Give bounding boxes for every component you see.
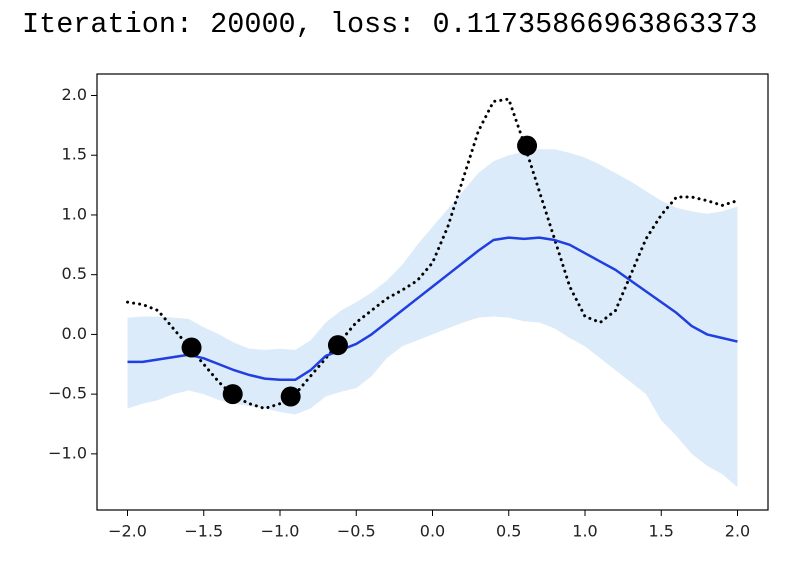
y-tick-label: 1.0 <box>62 204 87 223</box>
x-tick-label: 1.0 <box>572 522 597 541</box>
y-tick-label: 0.0 <box>62 324 87 343</box>
y-tick-label: 0.5 <box>62 264 87 283</box>
y-tick-label: −1.0 <box>48 443 87 462</box>
x-tick-label: −0.5 <box>337 522 376 541</box>
x-tick-label: 1.5 <box>649 522 674 541</box>
x-tick-label: 0.0 <box>420 522 445 541</box>
context-point <box>181 337 202 358</box>
context-point <box>327 335 348 356</box>
x-tick-label: −1.5 <box>184 522 223 541</box>
context-point <box>280 386 301 407</box>
y-tick-label: −0.5 <box>48 384 87 403</box>
mean-line <box>127 236 738 382</box>
x-tick-label: −1.0 <box>261 522 300 541</box>
x-tick-label: −2.0 <box>108 522 147 541</box>
y-tick-label: 1.5 <box>62 145 87 164</box>
x-tick-label: 0.5 <box>496 522 521 541</box>
chart-title: Iteration: 20000, loss: 0.11735866963863… <box>22 8 758 41</box>
y-tick-label: 2.0 <box>62 85 87 104</box>
context-point <box>222 384 243 405</box>
context-point <box>517 135 538 156</box>
x-tick-label: 2.0 <box>725 522 750 541</box>
uncertainty-band <box>127 149 738 488</box>
